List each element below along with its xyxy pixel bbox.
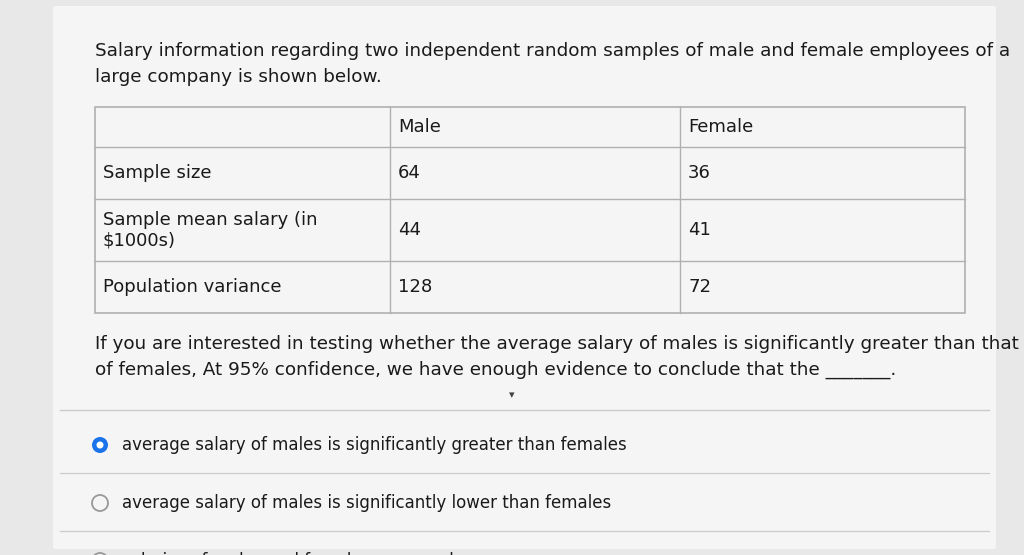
Circle shape	[92, 495, 108, 511]
Text: Salary information regarding two independent random samples of male and female e: Salary information regarding two indepen…	[95, 42, 1010, 60]
Text: large company is shown below.: large company is shown below.	[95, 68, 382, 86]
Circle shape	[96, 441, 103, 448]
Text: of females, At 95% confidence, we have enough evidence to conclude that the ____: of females, At 95% confidence, we have e…	[95, 361, 896, 379]
Text: 44: 44	[398, 221, 421, 239]
Text: 36: 36	[688, 164, 711, 182]
Text: Sample size: Sample size	[103, 164, 212, 182]
FancyBboxPatch shape	[53, 6, 996, 549]
Text: average salary of males is significantly lower than females: average salary of males is significantly…	[122, 494, 611, 512]
Circle shape	[92, 437, 108, 453]
Text: 64: 64	[398, 164, 421, 182]
Text: Male: Male	[398, 118, 441, 136]
Text: $1000s): $1000s)	[103, 231, 176, 249]
Text: Female: Female	[688, 118, 754, 136]
Text: average salary of males is significantly greater than females: average salary of males is significantly…	[122, 436, 627, 454]
Circle shape	[92, 553, 108, 555]
Text: salaries of males and females are equal: salaries of males and females are equal	[122, 552, 454, 555]
Text: 72: 72	[688, 278, 711, 296]
Text: Population variance: Population variance	[103, 278, 282, 296]
Text: 128: 128	[398, 278, 432, 296]
Text: If you are interested in testing whether the average salary of males is signific: If you are interested in testing whether…	[95, 335, 1019, 353]
Text: ▾: ▾	[509, 390, 515, 400]
Text: 41: 41	[688, 221, 711, 239]
Text: Sample mean salary (in: Sample mean salary (in	[103, 211, 317, 229]
Bar	[95, 107, 965, 313]
